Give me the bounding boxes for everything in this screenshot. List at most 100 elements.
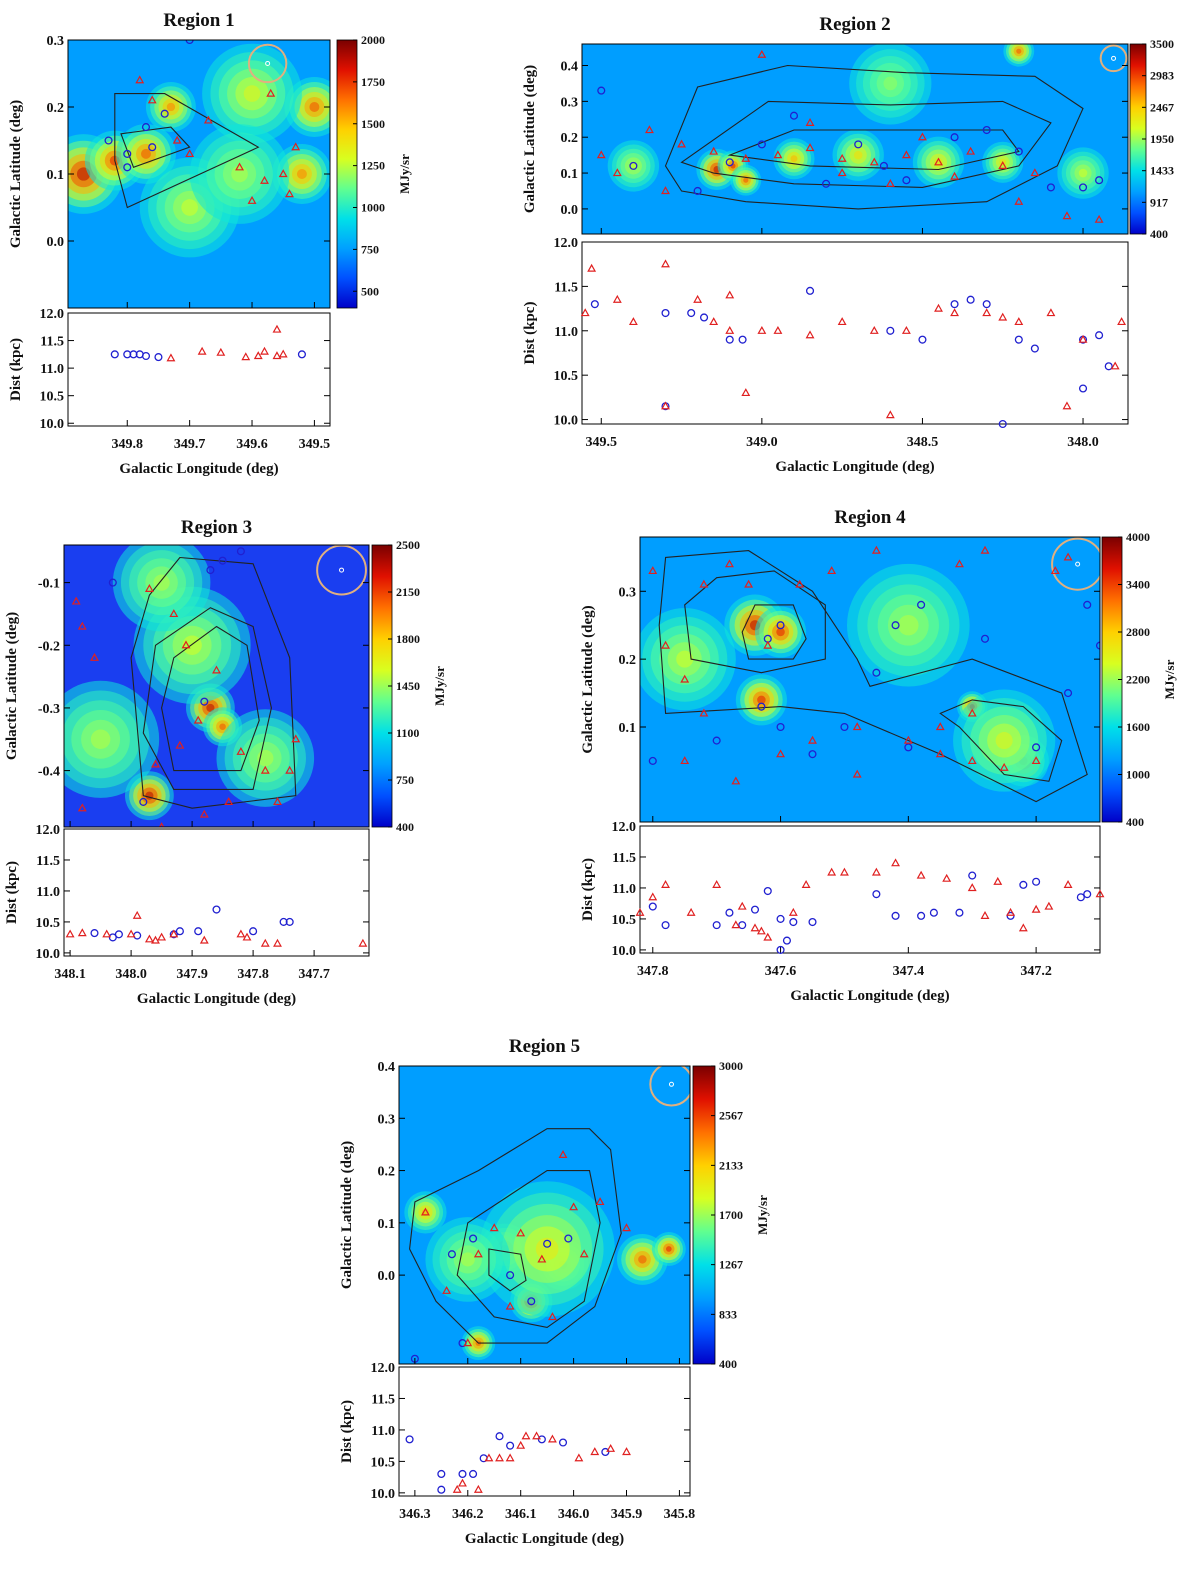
- dist-triangle-marker: [484, 1453, 494, 1462]
- dist-triangle-marker: [731, 920, 741, 929]
- triangle-marker: [77, 803, 87, 812]
- dist-circle-marker: [738, 335, 747, 344]
- triangle-marker: [90, 652, 99, 661]
- circle-marker: [123, 163, 132, 172]
- xtick-label: 348.0: [1067, 435, 1099, 450]
- circle-marker: [185, 40, 194, 45]
- dist-circle-marker: [886, 326, 895, 335]
- triangle-marker: [967, 756, 977, 765]
- dist-circle-marker: [725, 908, 734, 917]
- dist-triangle-marker: [199, 935, 209, 944]
- triangle-marker: [903, 735, 913, 744]
- emission-blob: [296, 169, 307, 179]
- colorbar-tick-label: 1750: [361, 75, 385, 89]
- circle-marker: [148, 143, 157, 152]
- map-frame: [63, 544, 370, 828]
- dist-triangle-marker: [942, 873, 952, 882]
- dist-triangle-marker: [661, 880, 670, 888]
- dist-ytick-label: 11.0: [36, 885, 60, 900]
- triangle-marker: [795, 579, 805, 588]
- circle-marker: [543, 1239, 552, 1248]
- circle-marker: [776, 621, 785, 630]
- emission-blob: [90, 729, 111, 750]
- map-ytick-label: 0.4: [378, 1060, 396, 1075]
- xlabel: Galactic Longitude (deg): [137, 991, 296, 1007]
- triangle-marker: [193, 715, 203, 724]
- circle-marker: [879, 161, 888, 170]
- circle-marker: [108, 578, 117, 587]
- triangle-marker: [260, 175, 269, 184]
- dist-triangle-marker: [757, 325, 767, 334]
- triangle-marker: [1030, 168, 1040, 177]
- circle-marker: [917, 600, 926, 609]
- dist-triangle-marker: [885, 410, 895, 419]
- triangle-marker: [741, 153, 751, 162]
- emission-blob: [995, 732, 1013, 750]
- triangle-marker: [680, 756, 690, 765]
- dist-ytick-label: 12.0: [554, 236, 579, 251]
- dist-triangle-marker: [574, 1453, 584, 1462]
- triangle-marker: [236, 746, 246, 755]
- dist-ytick-label: 10.5: [36, 916, 61, 931]
- emission-blob: [666, 1246, 672, 1252]
- dist-triangle-marker: [606, 1443, 616, 1452]
- triangle-marker: [808, 735, 817, 744]
- triangle-marker: [291, 142, 301, 151]
- triangle-marker: [677, 139, 687, 148]
- dist-ytick-label: 11.0: [40, 362, 64, 377]
- circle-marker: [1083, 600, 1092, 609]
- map-ytick-label: 0.3: [47, 34, 65, 49]
- circle-marker: [776, 722, 785, 732]
- triangle-marker: [871, 545, 881, 554]
- colorbar-tick-label: 1600: [1126, 720, 1150, 734]
- triangle-marker: [645, 125, 654, 134]
- triangle-marker: [595, 1197, 605, 1206]
- circle-marker: [982, 125, 991, 135]
- dist-triangle-marker: [495, 1453, 504, 1462]
- triangle-marker: [950, 171, 960, 180]
- colorbar-tick-label: 1000: [361, 201, 385, 215]
- dist-ytick-label: 11.5: [371, 1392, 395, 1407]
- dist-triangle-marker: [216, 347, 226, 356]
- emission-blob: [460, 1252, 475, 1267]
- map-ytick-label: 0.2: [378, 1165, 396, 1180]
- triangle-marker: [224, 797, 234, 806]
- colorbar-tick-label: 2133: [719, 1158, 743, 1172]
- dist-circle-marker: [782, 936, 791, 945]
- dist-triangle-marker: [805, 330, 815, 339]
- dist-triangle-marker: [241, 352, 251, 361]
- emission-blob: [206, 703, 215, 713]
- circle-marker: [840, 722, 849, 732]
- distance-frame: [639, 825, 1101, 954]
- triangle-marker: [763, 640, 773, 649]
- map-ytick-label: 0.1: [561, 167, 579, 182]
- triangle-marker: [773, 150, 783, 159]
- dist-circle-marker: [789, 917, 798, 927]
- triangle-marker: [135, 75, 145, 84]
- dist-circle-marker: [808, 917, 817, 927]
- circle-marker: [693, 186, 702, 196]
- triangle-marker: [421, 1207, 430, 1216]
- dist-triangle-marker: [1110, 361, 1120, 370]
- triangle-marker: [473, 1249, 483, 1258]
- dist-ylabel: Dist (kpc): [580, 858, 596, 921]
- circle-marker: [648, 756, 657, 765]
- dist-circle-marker: [805, 286, 815, 295]
- xtick-label: 347.6: [765, 964, 797, 979]
- contour-4: [939, 699, 1063, 782]
- colorbar-tick-label: 500: [361, 284, 379, 298]
- triangle-marker: [158, 822, 165, 827]
- map-ytick-label: 0.0: [378, 1269, 396, 1284]
- dist-circle-marker: [725, 335, 734, 344]
- xtick-label: 347.7: [298, 967, 330, 982]
- dist-ytick-label: 11.5: [36, 854, 60, 869]
- circle-marker: [564, 1234, 573, 1243]
- dist-triangle-marker: [236, 929, 246, 938]
- dist-circle-marker: [114, 930, 123, 939]
- emission-blob: [153, 574, 170, 591]
- colorbar-unit: MJy/sr: [432, 666, 447, 706]
- beam-center: [1111, 55, 1117, 61]
- dist-ytick-label: 11.0: [554, 325, 578, 340]
- colorbar-unit: MJy/sr: [397, 154, 412, 194]
